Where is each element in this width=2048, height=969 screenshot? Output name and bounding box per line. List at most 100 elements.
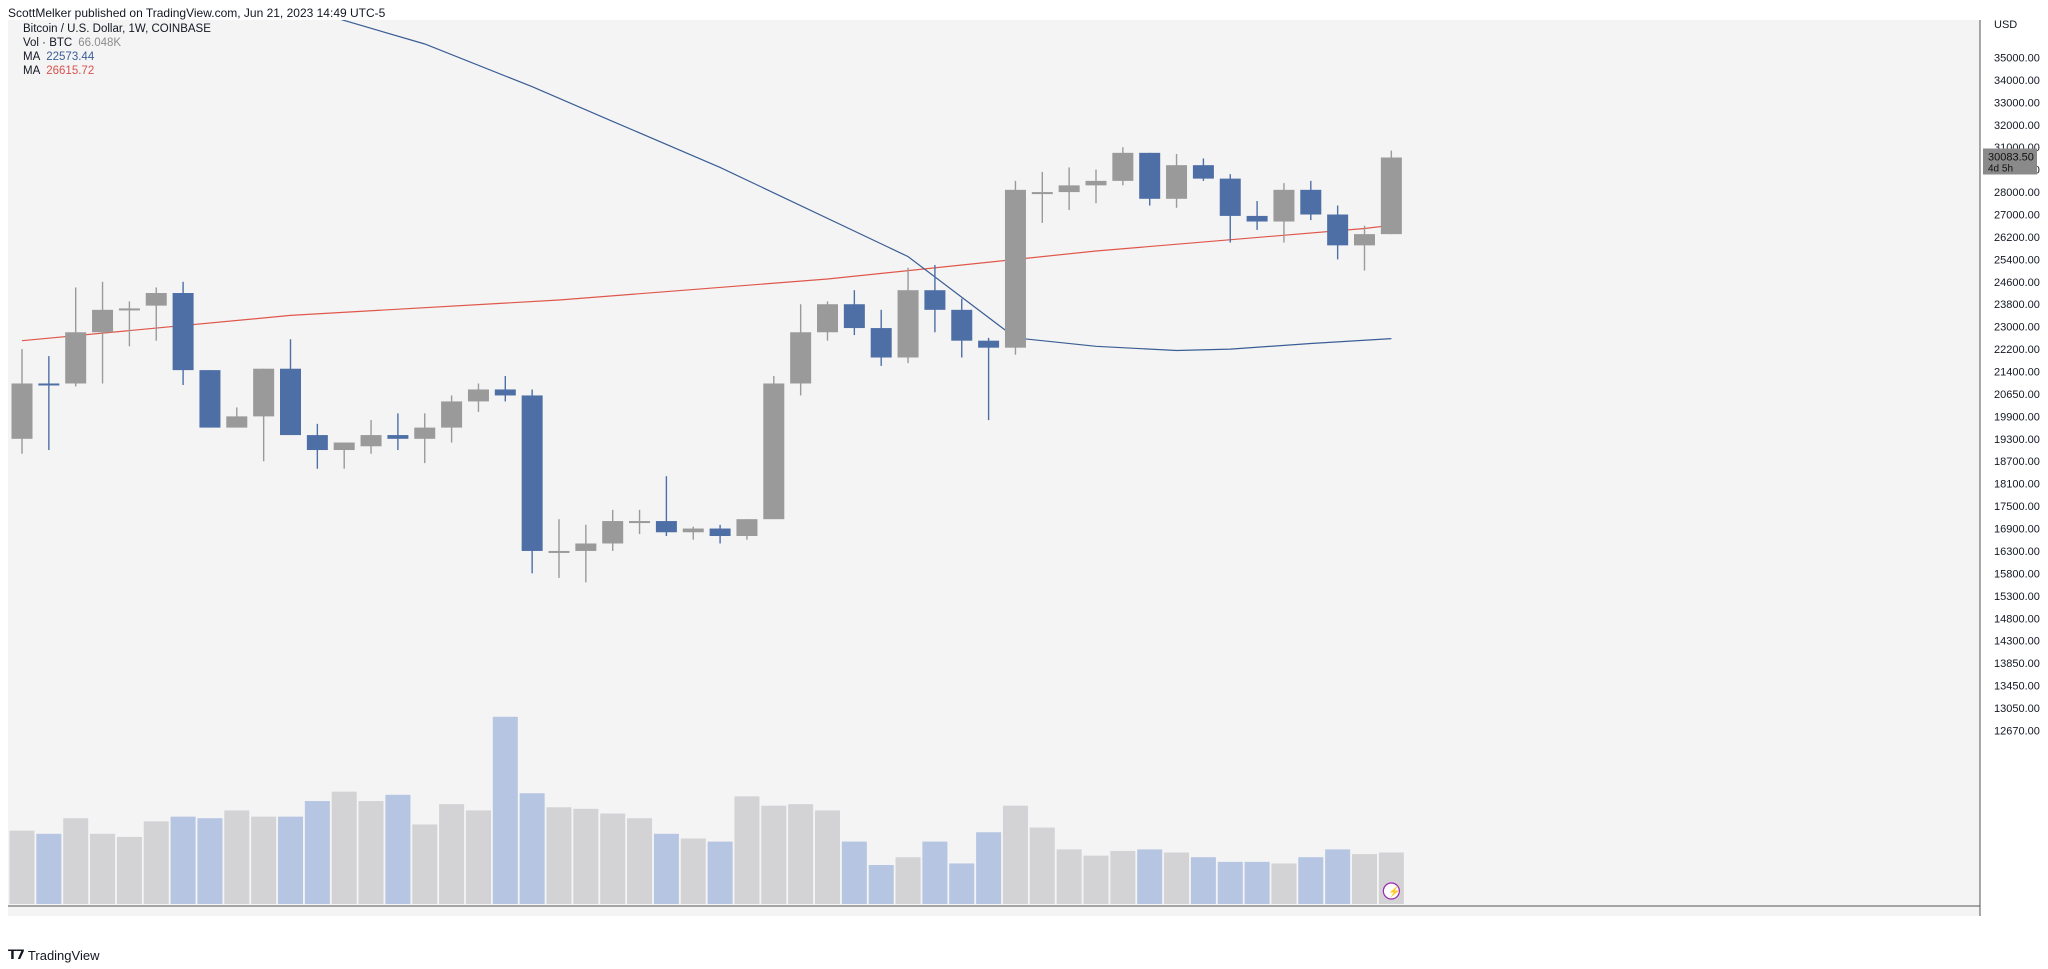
candle-body bbox=[414, 427, 436, 439]
volume-bar bbox=[841, 841, 867, 904]
price-tick-label: 18700.00 bbox=[1994, 456, 2040, 468]
volume-bar bbox=[331, 791, 357, 904]
candle-body bbox=[1380, 157, 1402, 235]
candle-body bbox=[118, 308, 140, 311]
price-tick-label: 18100.00 bbox=[1994, 479, 2040, 491]
candle-body bbox=[387, 435, 409, 439]
candle-body bbox=[1192, 165, 1214, 179]
volume-bar bbox=[895, 857, 921, 904]
candle-body bbox=[199, 370, 221, 428]
volume-bar bbox=[358, 801, 384, 904]
ma-blue-value: 22573.44 bbox=[46, 51, 95, 63]
volume-bar bbox=[1298, 857, 1324, 904]
candle-body bbox=[1273, 189, 1295, 222]
price-tick-label: 26200.00 bbox=[1994, 232, 2040, 244]
ma-blue-line bbox=[340, 20, 1392, 352]
volume-bar bbox=[653, 833, 679, 904]
volume-bar bbox=[949, 863, 975, 904]
candle-body bbox=[172, 293, 194, 371]
candle-body bbox=[709, 528, 731, 537]
volume-bar bbox=[1029, 827, 1055, 904]
candle-body bbox=[1085, 180, 1107, 186]
candle-body bbox=[736, 519, 758, 537]
volume-legend-value: 66.048K bbox=[78, 37, 122, 49]
volume-bar bbox=[734, 796, 760, 904]
last-price-value: 30083.50 bbox=[1988, 151, 2034, 163]
price-tick-label: 16900.00 bbox=[1994, 524, 2040, 536]
price-tick-label: 34000.00 bbox=[1994, 75, 2040, 87]
price-tick-label: 28000.00 bbox=[1994, 187, 2040, 199]
price-tick-label: 27000.00 bbox=[1994, 210, 2040, 222]
volume-bar bbox=[1083, 855, 1109, 904]
volume-bar bbox=[788, 804, 814, 904]
volume-bar bbox=[868, 865, 894, 904]
candle-body bbox=[38, 383, 60, 386]
volume-bar bbox=[9, 830, 35, 904]
candle-body bbox=[655, 521, 677, 533]
volume-bar bbox=[36, 833, 62, 904]
volume-bar bbox=[1352, 854, 1377, 904]
candlestick-chart[interactable]: 35000.0034000.0033000.0032000.0031000.00… bbox=[8, 20, 2048, 916]
currency-label: USD bbox=[1994, 20, 2017, 31]
candle-body bbox=[65, 332, 87, 384]
volume-legend-label: Vol · BTC bbox=[23, 37, 73, 49]
candle-body bbox=[1166, 165, 1188, 199]
volume-bar bbox=[439, 804, 465, 904]
volume-bar bbox=[1164, 852, 1190, 904]
candle-body bbox=[521, 395, 543, 551]
ma-red-value: 26615.72 bbox=[46, 65, 95, 77]
volume-bar bbox=[63, 818, 89, 904]
candle-body bbox=[548, 550, 570, 553]
volume-bar bbox=[707, 841, 733, 904]
volume-bar bbox=[1217, 861, 1243, 904]
price-tick-label: 22200.00 bbox=[1994, 344, 2040, 356]
footer: 𝗧𝟳 TradingView bbox=[8, 947, 99, 963]
price-tick-label: 13450.00 bbox=[1994, 681, 2040, 693]
price-tick-label: 21400.00 bbox=[1994, 367, 2040, 379]
candle-body bbox=[978, 340, 1000, 348]
candle-body bbox=[897, 290, 919, 358]
volume-bar bbox=[492, 716, 518, 904]
volume-bar bbox=[1137, 849, 1163, 904]
price-tick-label: 20650.00 bbox=[1994, 389, 2040, 401]
volume-legend: Vol · BTC 66.048K bbox=[23, 37, 121, 49]
symbol-title: Bitcoin / U.S. Dollar, 1W, COINBASE bbox=[23, 23, 211, 35]
volume-bar bbox=[761, 805, 787, 904]
candle-body bbox=[870, 328, 892, 358]
bar-countdown: 4d 5h bbox=[1988, 163, 2013, 174]
candle-body bbox=[145, 293, 167, 306]
volume-bar bbox=[519, 793, 545, 904]
candle-body bbox=[11, 383, 33, 439]
candle-body bbox=[360, 435, 382, 447]
volume-bar bbox=[412, 824, 438, 904]
ma-red-legend: MA 26615.72 bbox=[23, 65, 94, 77]
candle-body bbox=[790, 332, 812, 384]
candle-body bbox=[763, 383, 785, 520]
candle-body bbox=[629, 521, 651, 524]
ma-red-label: MA bbox=[23, 65, 41, 77]
candle-body bbox=[575, 543, 597, 551]
volume-bar bbox=[1056, 849, 1082, 904]
volume-bar bbox=[1244, 861, 1270, 904]
candle-body bbox=[333, 442, 355, 451]
price-tick-label: 12670.00 bbox=[1994, 725, 2040, 737]
candle-body bbox=[1004, 189, 1026, 348]
volume-bar bbox=[815, 810, 840, 904]
candle-body bbox=[1300, 189, 1322, 215]
price-tick-label: 25400.00 bbox=[1994, 254, 2040, 266]
candle-body bbox=[494, 389, 516, 396]
price-tick-label: 17500.00 bbox=[1994, 501, 2040, 513]
candle-body bbox=[817, 304, 838, 333]
tradingview-logo-icon: 𝗧𝟳 bbox=[8, 947, 25, 962]
volume-bar bbox=[90, 833, 116, 904]
volume-bar bbox=[1110, 850, 1136, 904]
candle-body bbox=[306, 435, 328, 451]
volume-bar bbox=[627, 818, 653, 904]
volume-bar bbox=[143, 821, 169, 904]
price-tick-label: 19300.00 bbox=[1994, 434, 2040, 446]
chart-pane[interactable]: 35000.00 34000.00 33000.00 32000.00 31000.00… bbox=[8, 20, 2040, 916]
candle-body bbox=[682, 528, 704, 533]
candle-body bbox=[1139, 152, 1161, 199]
volume-bar bbox=[385, 794, 411, 904]
candle-body bbox=[441, 401, 463, 428]
